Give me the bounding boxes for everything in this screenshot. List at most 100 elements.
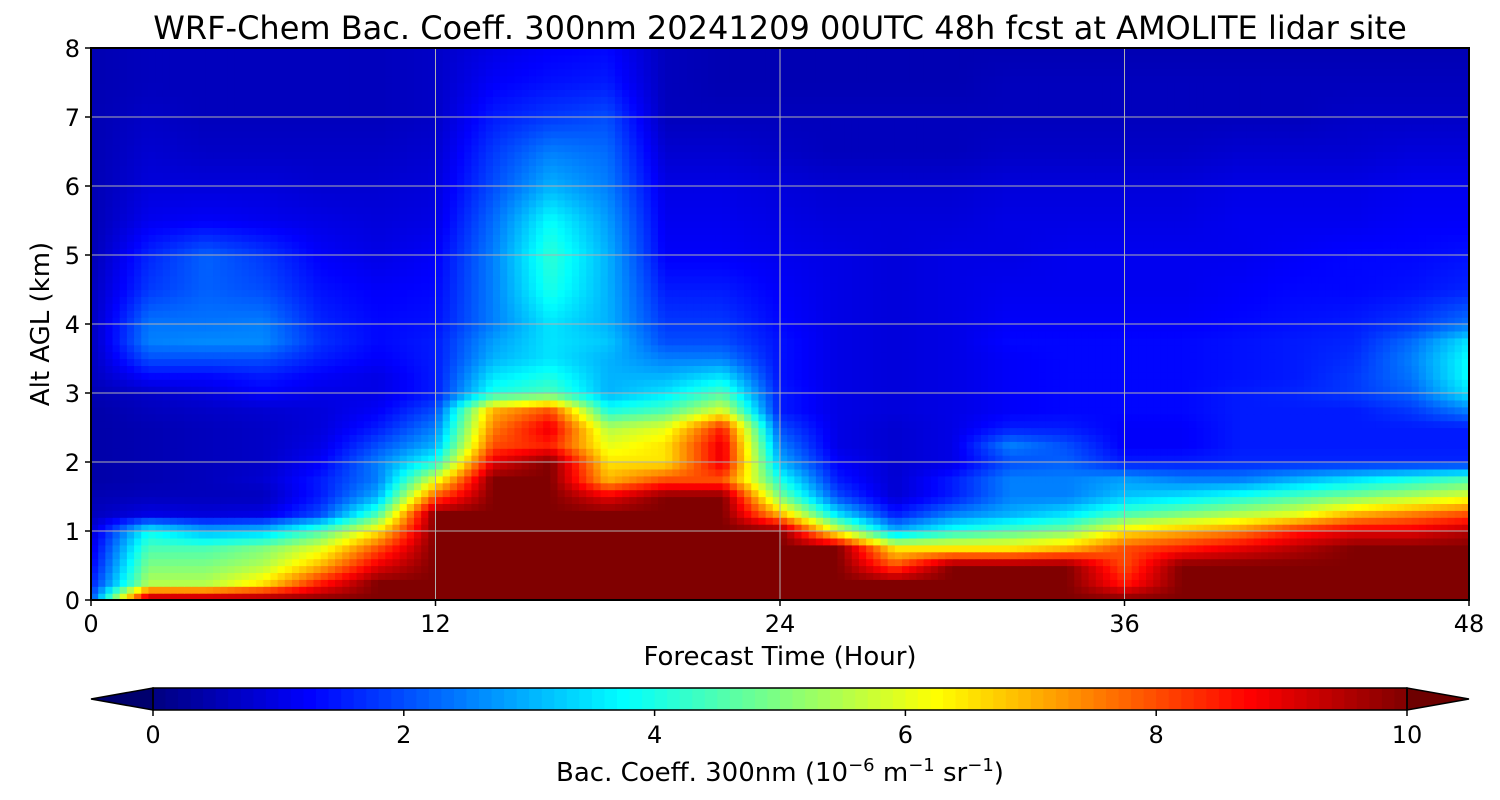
heatmap-cell <box>1138 531 1147 539</box>
heatmap-cell <box>1052 558 1061 567</box>
heatmap-cell <box>1447 517 1456 525</box>
heatmap-cell <box>1002 462 1011 470</box>
heatmap-cell <box>586 586 594 594</box>
heatmap-cell <box>363 503 372 511</box>
heatmap-cell <box>1447 551 1456 560</box>
heatmap-cell <box>1354 551 1362 560</box>
heatmap-cell <box>851 489 860 498</box>
heatmap-cell <box>665 510 673 518</box>
heatmap-cell <box>1397 434 1406 442</box>
heatmap-cell <box>844 489 853 498</box>
heatmap-cell <box>363 510 372 518</box>
heatmap-cell <box>1160 434 1169 442</box>
heatmap-cell <box>586 510 594 518</box>
heatmap-cell <box>478 517 487 525</box>
heatmap-cell <box>830 503 839 511</box>
heatmap-cell <box>428 420 437 429</box>
heatmap-cell <box>1196 496 1205 504</box>
heatmap-cell <box>923 434 932 442</box>
heatmap-cell <box>1009 510 1018 518</box>
heatmap-cell <box>650 572 659 580</box>
heatmap-cell <box>579 434 587 442</box>
heatmap-cell <box>1260 455 1269 463</box>
heatmap-cell <box>858 503 867 511</box>
heatmap-cell <box>736 579 745 587</box>
heatmap-cell <box>1067 503 1075 511</box>
heatmap-cell <box>327 586 336 594</box>
heatmap-cell <box>464 524 472 532</box>
heatmap-cell <box>722 551 731 560</box>
heatmap-cell <box>1354 572 1362 580</box>
heatmap-cell <box>607 496 616 504</box>
heatmap-cell <box>528 517 537 525</box>
heatmap-cell <box>866 427 874 435</box>
heatmap-cell <box>744 420 752 429</box>
heatmap-cell <box>909 482 917 491</box>
heatmap-cell <box>1375 482 1384 491</box>
heatmap-cell <box>966 510 975 518</box>
heatmap-cell <box>248 496 257 504</box>
heatmap-cell <box>902 489 910 498</box>
heatmap-cell <box>1382 455 1391 463</box>
heatmap-cell <box>1110 468 1118 477</box>
heatmap-cell <box>751 462 760 470</box>
heatmap-cell <box>320 551 329 560</box>
heatmap-cell <box>1433 475 1441 484</box>
heatmap-cell <box>413 510 422 518</box>
heatmap-cell <box>385 579 394 587</box>
heatmap-cell <box>1382 496 1391 504</box>
heatmap-cell <box>729 537 738 546</box>
heatmap-cell <box>1088 489 1097 498</box>
heatmap-cell <box>1081 586 1090 594</box>
heatmap-cell <box>1081 524 1090 532</box>
heatmap-cell <box>313 558 322 567</box>
heatmap-cell <box>378 537 386 546</box>
heatmap-cell <box>248 579 257 587</box>
heatmap-cell <box>650 427 659 435</box>
heatmap-cell <box>1045 420 1054 429</box>
heatmap-cell <box>579 455 587 463</box>
heatmap-cell <box>636 517 645 525</box>
heatmap-cell <box>198 455 207 463</box>
heatmap-cell <box>1138 524 1147 532</box>
heatmap-cell <box>313 475 322 484</box>
heatmap-cell <box>1002 427 1011 435</box>
heatmap-cell <box>1382 441 1391 449</box>
heatmap-cell <box>263 420 272 429</box>
heatmap-cell <box>284 558 293 567</box>
heatmap-cell <box>1210 579 1219 587</box>
heatmap-cell <box>1275 579 1283 587</box>
heatmap-cell <box>349 531 358 539</box>
heatmap-cell <box>600 579 609 587</box>
heatmap-cell <box>622 531 630 539</box>
heatmap-cell <box>945 448 953 456</box>
heatmap-cell <box>1354 579 1362 587</box>
heatmap-cell <box>119 551 128 560</box>
heatmap-cell <box>787 593 795 600</box>
heatmap-cell <box>643 537 652 546</box>
heatmap-cell <box>894 558 903 567</box>
heatmap-cell <box>952 544 961 553</box>
heatmap-cell <box>1095 475 1104 484</box>
heatmap-cell <box>428 468 437 477</box>
heatmap-cell <box>622 524 630 532</box>
heatmap-cell <box>91 544 99 553</box>
heatmap-cell <box>1016 551 1025 560</box>
heatmap-cell <box>844 448 853 456</box>
heatmap-cell <box>1268 427 1276 435</box>
heatmap-cell <box>744 558 752 567</box>
heatmap-cell <box>91 496 99 504</box>
heatmap-cell <box>1067 434 1075 442</box>
heatmap-cell <box>988 482 996 491</box>
heatmap-cell <box>1246 448 1255 456</box>
heatmap-cell <box>256 544 264 553</box>
heatmap-cell <box>701 579 709 587</box>
heatmap-cell <box>1418 510 1427 518</box>
heatmap-cell <box>672 558 681 567</box>
heatmap-cell <box>500 427 508 435</box>
heatmap-cell <box>148 593 157 600</box>
heatmap-cell <box>1081 468 1090 477</box>
heatmap-cell <box>772 503 781 511</box>
heatmap-cell <box>894 462 903 470</box>
heatmap-cell <box>937 496 946 504</box>
